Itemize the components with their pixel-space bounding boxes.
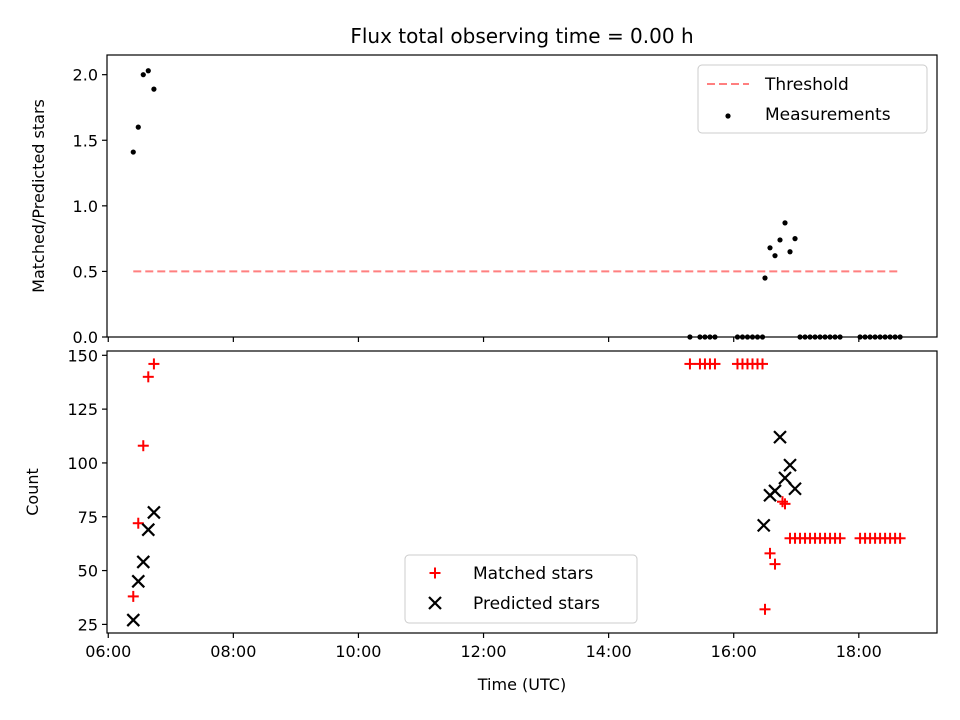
top-y-axis-label: Matched/Predicted stars <box>29 99 48 293</box>
predicted-star-point <box>768 484 782 498</box>
matched-star-point <box>779 498 791 510</box>
bottom-y-tick-label: 25 <box>78 615 98 634</box>
bottom-y-tick-label: 100 <box>67 454 98 473</box>
predicted-star-point <box>131 574 146 589</box>
bottom-x-tick-label: 06:00 <box>85 642 131 661</box>
bottom-x-tick-label: 18:00 <box>836 642 882 661</box>
bottom-legend: Matched stars Predicted stars <box>404 554 638 624</box>
matched-star-point <box>756 358 768 370</box>
top-y-tick-label: 1.5 <box>73 131 98 150</box>
measurement-point <box>767 245 773 251</box>
top-panel: 0.00.51.01.52.0 Matched/Predicted stars … <box>29 54 938 347</box>
bottom-x-tick-label: 08:00 <box>210 642 256 661</box>
top-y-ticks: 0.0 0.5 1.0 1.5 2.0 <box>73 66 107 347</box>
bottom-x-ticks: 06:00 08:00 10:00 12:00 14:00 16:00 18:00 <box>85 633 882 661</box>
predicted-star-point <box>783 458 797 472</box>
top-axes-frame <box>106 54 938 338</box>
matched-star-point <box>769 558 781 570</box>
chart-title: Flux total observing time = 0.00 h <box>350 24 693 48</box>
threshold-legend-label: Threshold <box>764 75 849 95</box>
matched-star-point <box>709 358 721 370</box>
predicted-star-point <box>147 505 161 520</box>
bottom-y-tick-label: 75 <box>78 508 98 527</box>
top-y-tick-label: 0.5 <box>73 262 98 281</box>
measurement-point <box>777 237 783 243</box>
measurements-legend-swatch <box>725 113 731 119</box>
matched-star-point <box>148 358 160 370</box>
predicted-stars-legend-label: Predicted stars <box>473 594 600 614</box>
top-y-tick-label: 1.0 <box>73 197 98 216</box>
matched-stars-legend-label: Matched stars <box>473 564 593 584</box>
top-y-tick-label: 2.0 <box>73 66 98 85</box>
measurement-point <box>787 249 793 255</box>
measurement-point <box>782 220 788 226</box>
measurement-point <box>772 253 778 259</box>
predicted-star-point <box>126 613 141 627</box>
top-y-tick-label: 0.0 <box>73 328 98 347</box>
predicted-star-point <box>756 518 771 533</box>
bottom-y-axis-label: Count <box>23 468 42 516</box>
bottom-x-tick-label: 16:00 <box>711 642 757 661</box>
top-legend: Threshold Measurements <box>697 64 928 134</box>
measurement-point <box>140 72 146 78</box>
measurement-point <box>135 124 141 130</box>
measurement-point <box>762 275 768 281</box>
measurement-point <box>792 236 798 242</box>
bottom-axes-frame <box>106 350 938 634</box>
predicted-star-point <box>773 430 787 444</box>
matched-star-point <box>777 496 789 508</box>
matched-star-point <box>127 590 139 602</box>
matched-star-point <box>764 547 776 559</box>
matched-star-point <box>834 532 846 544</box>
x-axis-label: Time (UTC) <box>477 675 566 694</box>
bottom-y-tick-label: 150 <box>67 346 98 365</box>
predicted-star-point <box>141 522 156 537</box>
matched-star-point <box>142 371 154 383</box>
matched-star-point <box>684 358 696 370</box>
bottom-x-tick-label: 12:00 <box>460 642 506 661</box>
top-legend-box <box>697 64 928 134</box>
bottom-y-tick-label: 50 <box>78 562 98 581</box>
matched-star-point <box>894 532 906 544</box>
bottom-panel: 25 50 75 100 125 150 06:00 08:00 10:00 12:00 14:0… <box>23 346 938 694</box>
matched-star-point <box>132 517 144 529</box>
predicted-star-point <box>778 471 792 485</box>
predicted-star-point <box>136 555 151 569</box>
predicted-star-point <box>788 481 802 496</box>
bottom-x-tick-label: 14:00 <box>586 642 632 661</box>
matched-star-point <box>137 440 149 452</box>
bottom-y-ticks: 25 50 75 100 125 150 <box>67 346 107 634</box>
bottom-y-tick-label: 125 <box>67 400 98 419</box>
measurements-legend-label: Measurements <box>765 105 891 125</box>
top-x-ticks <box>107 337 860 342</box>
matched-stars-legend-swatch <box>429 567 441 579</box>
bottom-legend-box <box>404 554 638 624</box>
predicted-legend-marker <box>428 596 442 610</box>
matched-legend-marker <box>429 567 441 579</box>
predicted-stars-legend-swatch <box>428 596 442 610</box>
count-points <box>126 358 906 627</box>
bottom-x-tick-label: 10:00 <box>335 642 381 661</box>
measurement-point <box>145 68 151 74</box>
measurement-point <box>151 86 157 92</box>
measurement-point <box>130 149 136 155</box>
matched-star-point <box>759 603 771 615</box>
